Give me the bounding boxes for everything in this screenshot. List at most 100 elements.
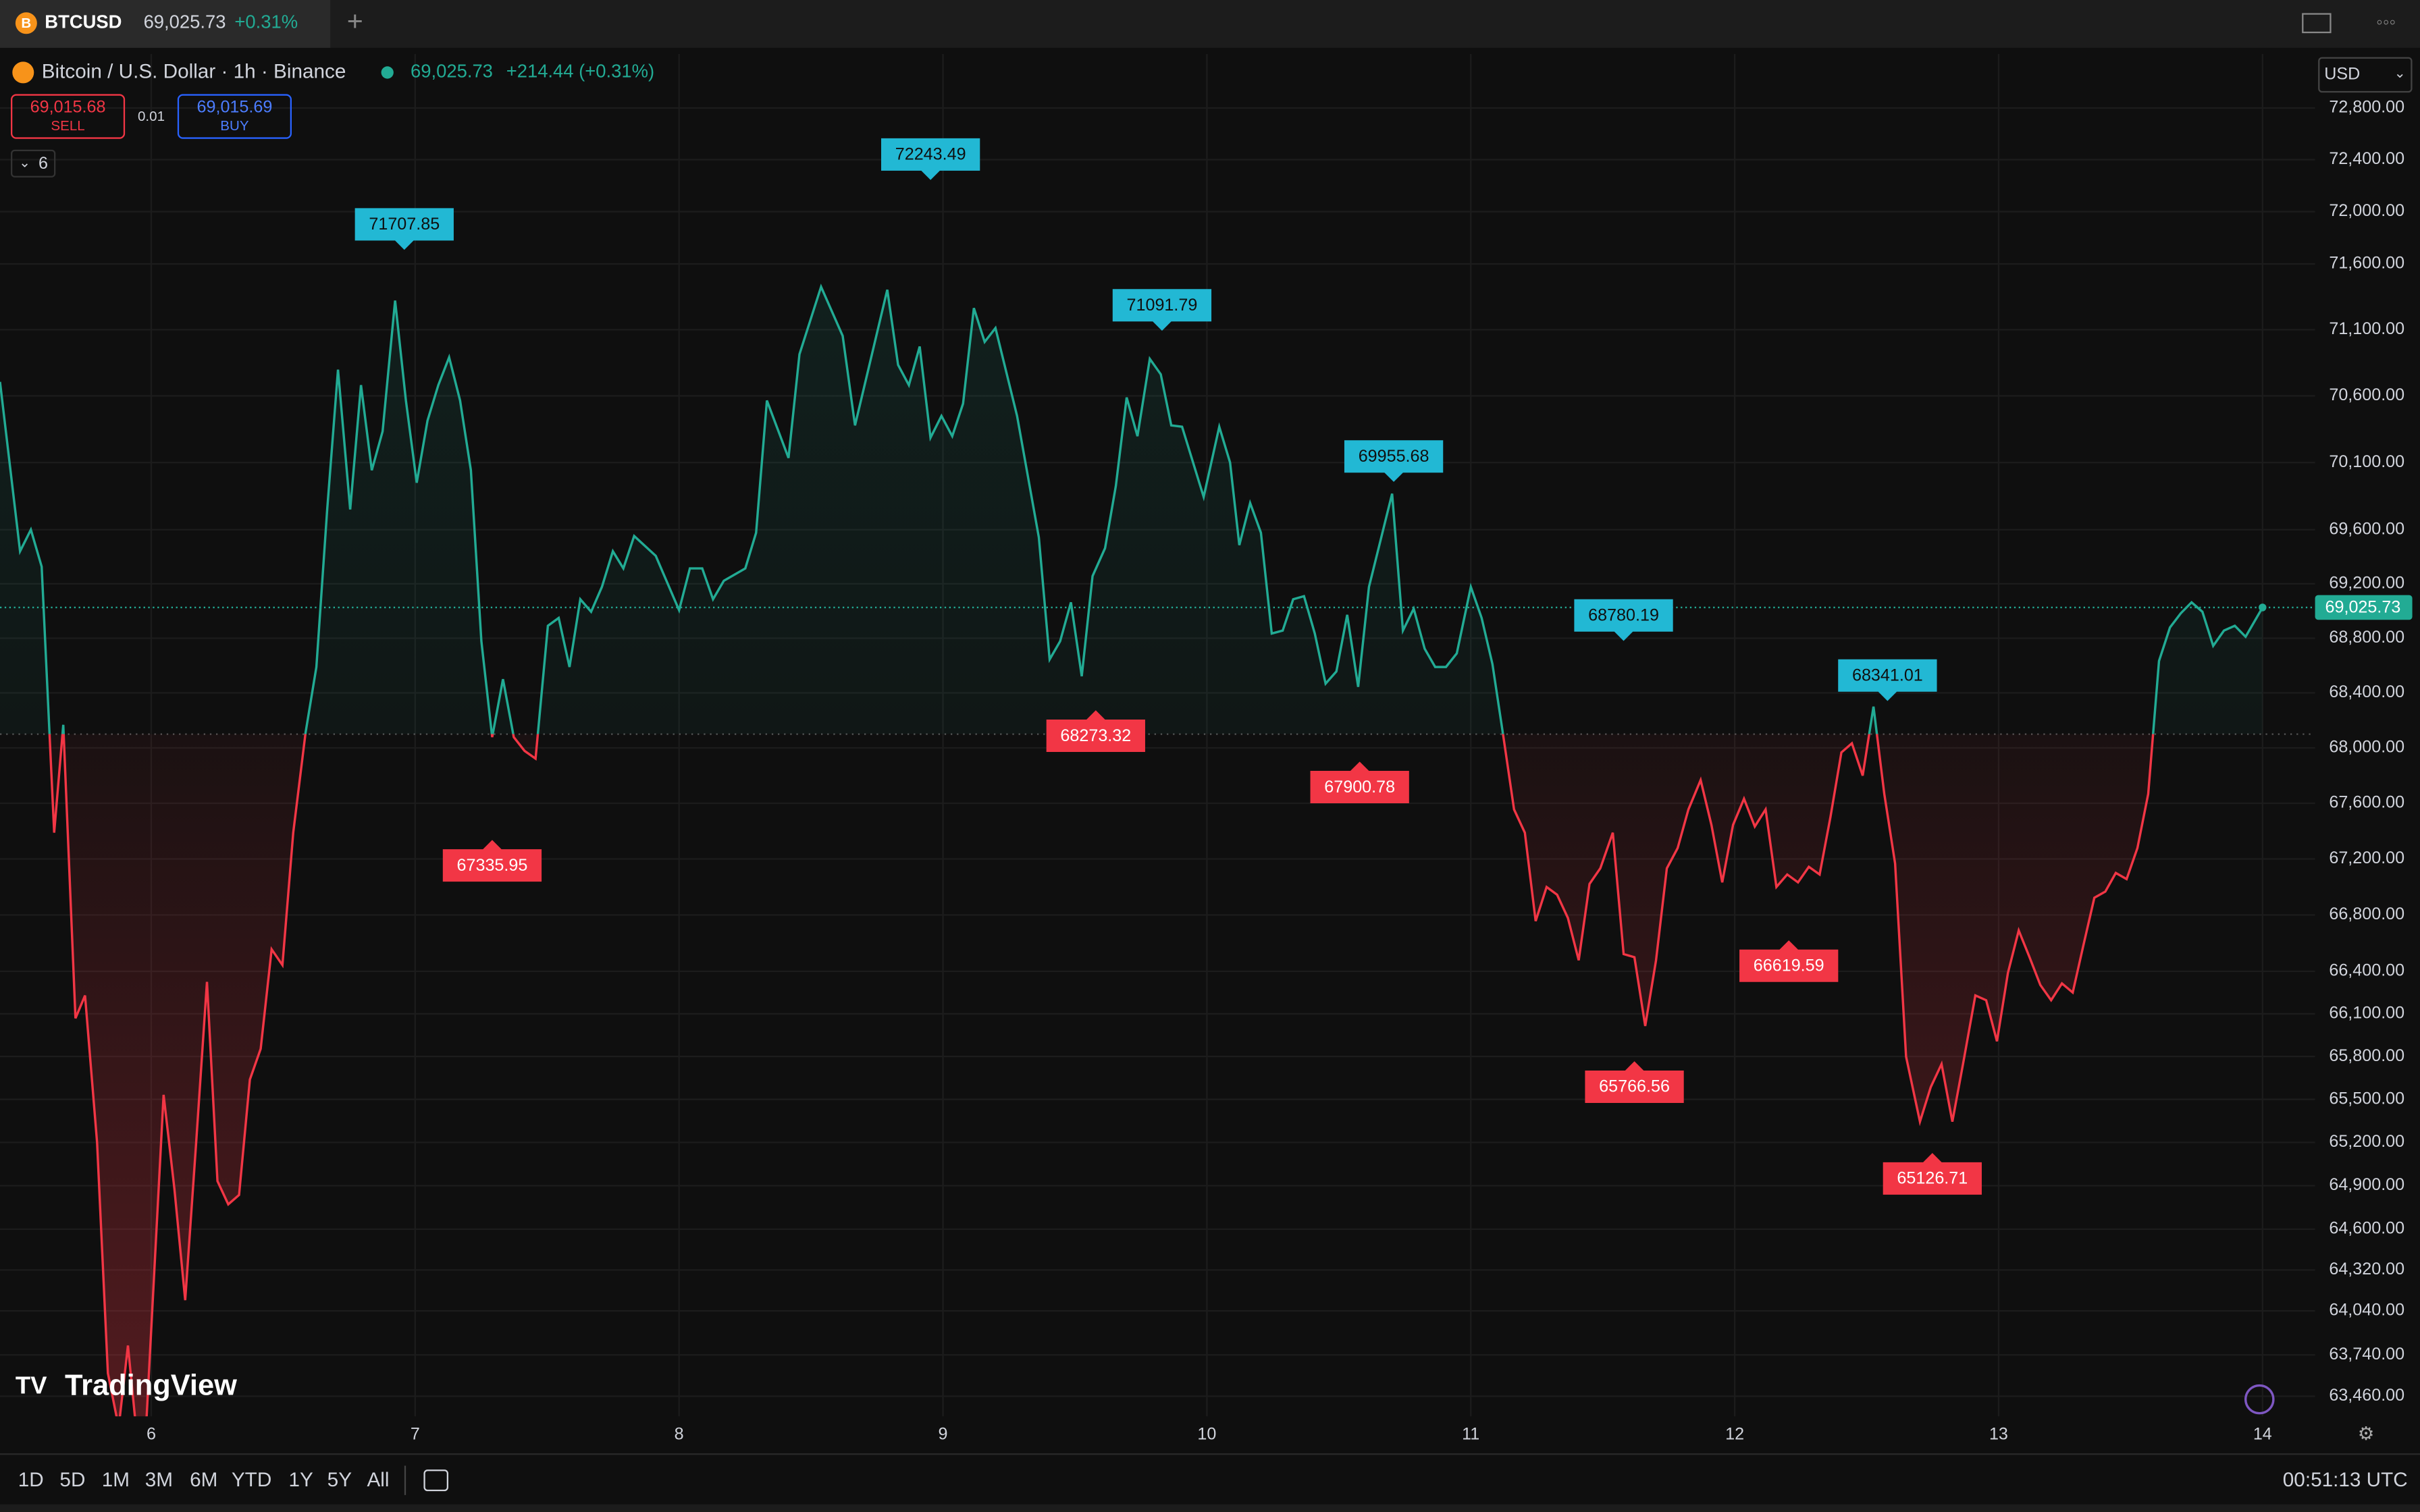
x-tick-label: 8 xyxy=(675,1424,684,1443)
range-button[interactable]: 1Y xyxy=(289,1469,314,1491)
high-marker xyxy=(881,138,980,180)
tab-symbol: BTCUSD xyxy=(45,11,122,32)
x-tick-label: 14 xyxy=(2253,1424,2272,1443)
x-tick-label: 10 xyxy=(1197,1424,1216,1443)
legend-title: Bitcoin / U.S. Dollar · 1h · Binance xyxy=(42,60,346,82)
y-tick-label: 71,600.00 xyxy=(2329,254,2404,273)
low-label: 68273.32 xyxy=(1060,726,1131,745)
x-tick-label: 11 xyxy=(1462,1424,1479,1443)
y-tick-label: 64,320.00 xyxy=(2329,1260,2404,1278)
y-tick-label: 66,100.00 xyxy=(2329,1004,2404,1023)
last-price-label: 69,025.73 xyxy=(2325,598,2401,617)
high-label: 68780.19 xyxy=(1588,606,1659,625)
low-marker xyxy=(1585,1061,1684,1103)
y-tick-label: 69,600.00 xyxy=(2329,519,2404,538)
sell-label: SELL xyxy=(51,118,84,134)
low-label: 65766.56 xyxy=(1599,1077,1670,1096)
y-tick-label: 69,200.00 xyxy=(2329,574,2404,593)
indicators-count: 6 xyxy=(38,154,48,173)
y-tick-label: 72,800.00 xyxy=(2329,98,2404,117)
y-tick-label: 68,800.00 xyxy=(2329,628,2404,647)
chart: 72,800.00 72,400.00 72,000.00 71,600.00 71,1… xyxy=(0,54,2413,1443)
range-button[interactable]: 5Y xyxy=(327,1469,352,1491)
y-tick-label: 72,400.00 xyxy=(2329,149,2404,168)
low-label: 67900.78 xyxy=(1324,778,1395,796)
high-marker xyxy=(1838,659,1937,701)
range-button[interactable]: All xyxy=(367,1469,389,1491)
low-marker xyxy=(1739,940,1839,982)
range-button[interactable]: 1D xyxy=(18,1469,44,1491)
high-marker xyxy=(1574,599,1673,641)
indicators-toggle[interactable] xyxy=(10,149,56,178)
last-price-tag xyxy=(2315,595,2413,620)
low-marker xyxy=(1046,710,1145,752)
y-tick-label: 65,500.00 xyxy=(2329,1089,2404,1108)
range-buttons: 1D 5D 1M 3M 6M YTD 1Y 5Y All xyxy=(18,1469,390,1491)
range-button[interactable]: 3M xyxy=(145,1469,173,1491)
y-tick-label: 63,460.00 xyxy=(2329,1386,2404,1405)
currency-chevron: ⌄ xyxy=(2394,65,2406,81)
area-fill xyxy=(0,286,2263,1417)
high-label: 71091.79 xyxy=(1127,296,1198,315)
layout-icon[interactable] xyxy=(2302,13,2332,34)
range-button[interactable]: 1M xyxy=(102,1469,130,1491)
legend-price: 69,025.73 xyxy=(411,61,493,82)
high-label: 68341.01 xyxy=(1852,666,1923,685)
y-tick-label: 64,040.00 xyxy=(2329,1301,2404,1320)
legend-change: +214.44 (+0.31%) xyxy=(506,61,654,82)
low-label: 65126.71 xyxy=(1897,1169,1968,1188)
y-tick-label: 67,200.00 xyxy=(2329,848,2404,867)
y-tick-label: 65,200.00 xyxy=(2329,1132,2404,1151)
y-tick-label: 70,600.00 xyxy=(2329,385,2404,404)
x-tick-label: 13 xyxy=(1989,1424,2008,1443)
range-button[interactable]: YTD xyxy=(232,1469,271,1491)
y-tick-label: 70,100.00 xyxy=(2329,452,2404,471)
bottom-edge xyxy=(0,1504,2420,1512)
low-label: 67335.95 xyxy=(457,856,528,875)
y-tick-label: 64,900.00 xyxy=(2329,1175,2404,1194)
y-tick-label: 66,800.00 xyxy=(2329,905,2404,923)
currency-select[interactable] xyxy=(2318,57,2413,93)
y-tick-label: 66,400.00 xyxy=(2329,961,2404,980)
sell-button[interactable] xyxy=(11,94,126,139)
high-label: 72243.49 xyxy=(895,145,966,164)
y-tick-label: 71,100.00 xyxy=(2329,319,2404,338)
currency: USD xyxy=(2324,64,2360,83)
y-tick-label: 68,000.00 xyxy=(2329,738,2404,757)
x-tick-label: 12 xyxy=(1725,1424,1744,1443)
low-marker xyxy=(1310,761,1409,804)
price-line xyxy=(0,284,2264,1417)
alert-icon[interactable] xyxy=(2244,1384,2275,1415)
settings-icon[interactable]: ⚙ xyxy=(2358,1423,2375,1444)
y-tick-label: 64,600.00 xyxy=(2329,1219,2404,1238)
more-icon[interactable]: ◦◦◦ xyxy=(2376,11,2396,32)
buy-price: 69,015.69 xyxy=(197,98,273,117)
brand-logo: TV xyxy=(16,1372,47,1399)
new-tab-button[interactable]: + xyxy=(347,5,363,36)
high-marker xyxy=(1112,289,1212,331)
low-marker xyxy=(1883,1153,1982,1195)
clock: 00:51:13 UTC xyxy=(2283,1469,2408,1491)
y-tick-label: 63,740.00 xyxy=(2329,1345,2404,1364)
x-tick-label: 7 xyxy=(411,1424,420,1443)
market-status xyxy=(381,66,394,79)
range-button[interactable]: 6M xyxy=(190,1469,217,1491)
y-tick-label: 67,600.00 xyxy=(2329,793,2404,812)
date-range-icon[interactable] xyxy=(423,1469,448,1492)
high-marker xyxy=(1344,440,1444,482)
low-marker xyxy=(442,840,542,882)
btc-icon xyxy=(15,12,37,34)
symbol-tab[interactable] xyxy=(0,0,331,48)
high-label: 69955.68 xyxy=(1359,447,1429,466)
x-tick-label: 9 xyxy=(939,1424,948,1443)
buy-label: BUY xyxy=(220,118,249,134)
range-button[interactable]: 5D xyxy=(59,1469,85,1491)
high-label: 71707.85 xyxy=(369,215,440,234)
x-tick-label: 6 xyxy=(147,1424,156,1443)
high-marker xyxy=(354,208,454,250)
y-tick-label: 65,800.00 xyxy=(2329,1046,2404,1065)
btc-icon-glyph: B xyxy=(21,16,31,31)
buy-button[interactable] xyxy=(177,94,292,139)
sell-price: 69,015.68 xyxy=(30,98,106,117)
